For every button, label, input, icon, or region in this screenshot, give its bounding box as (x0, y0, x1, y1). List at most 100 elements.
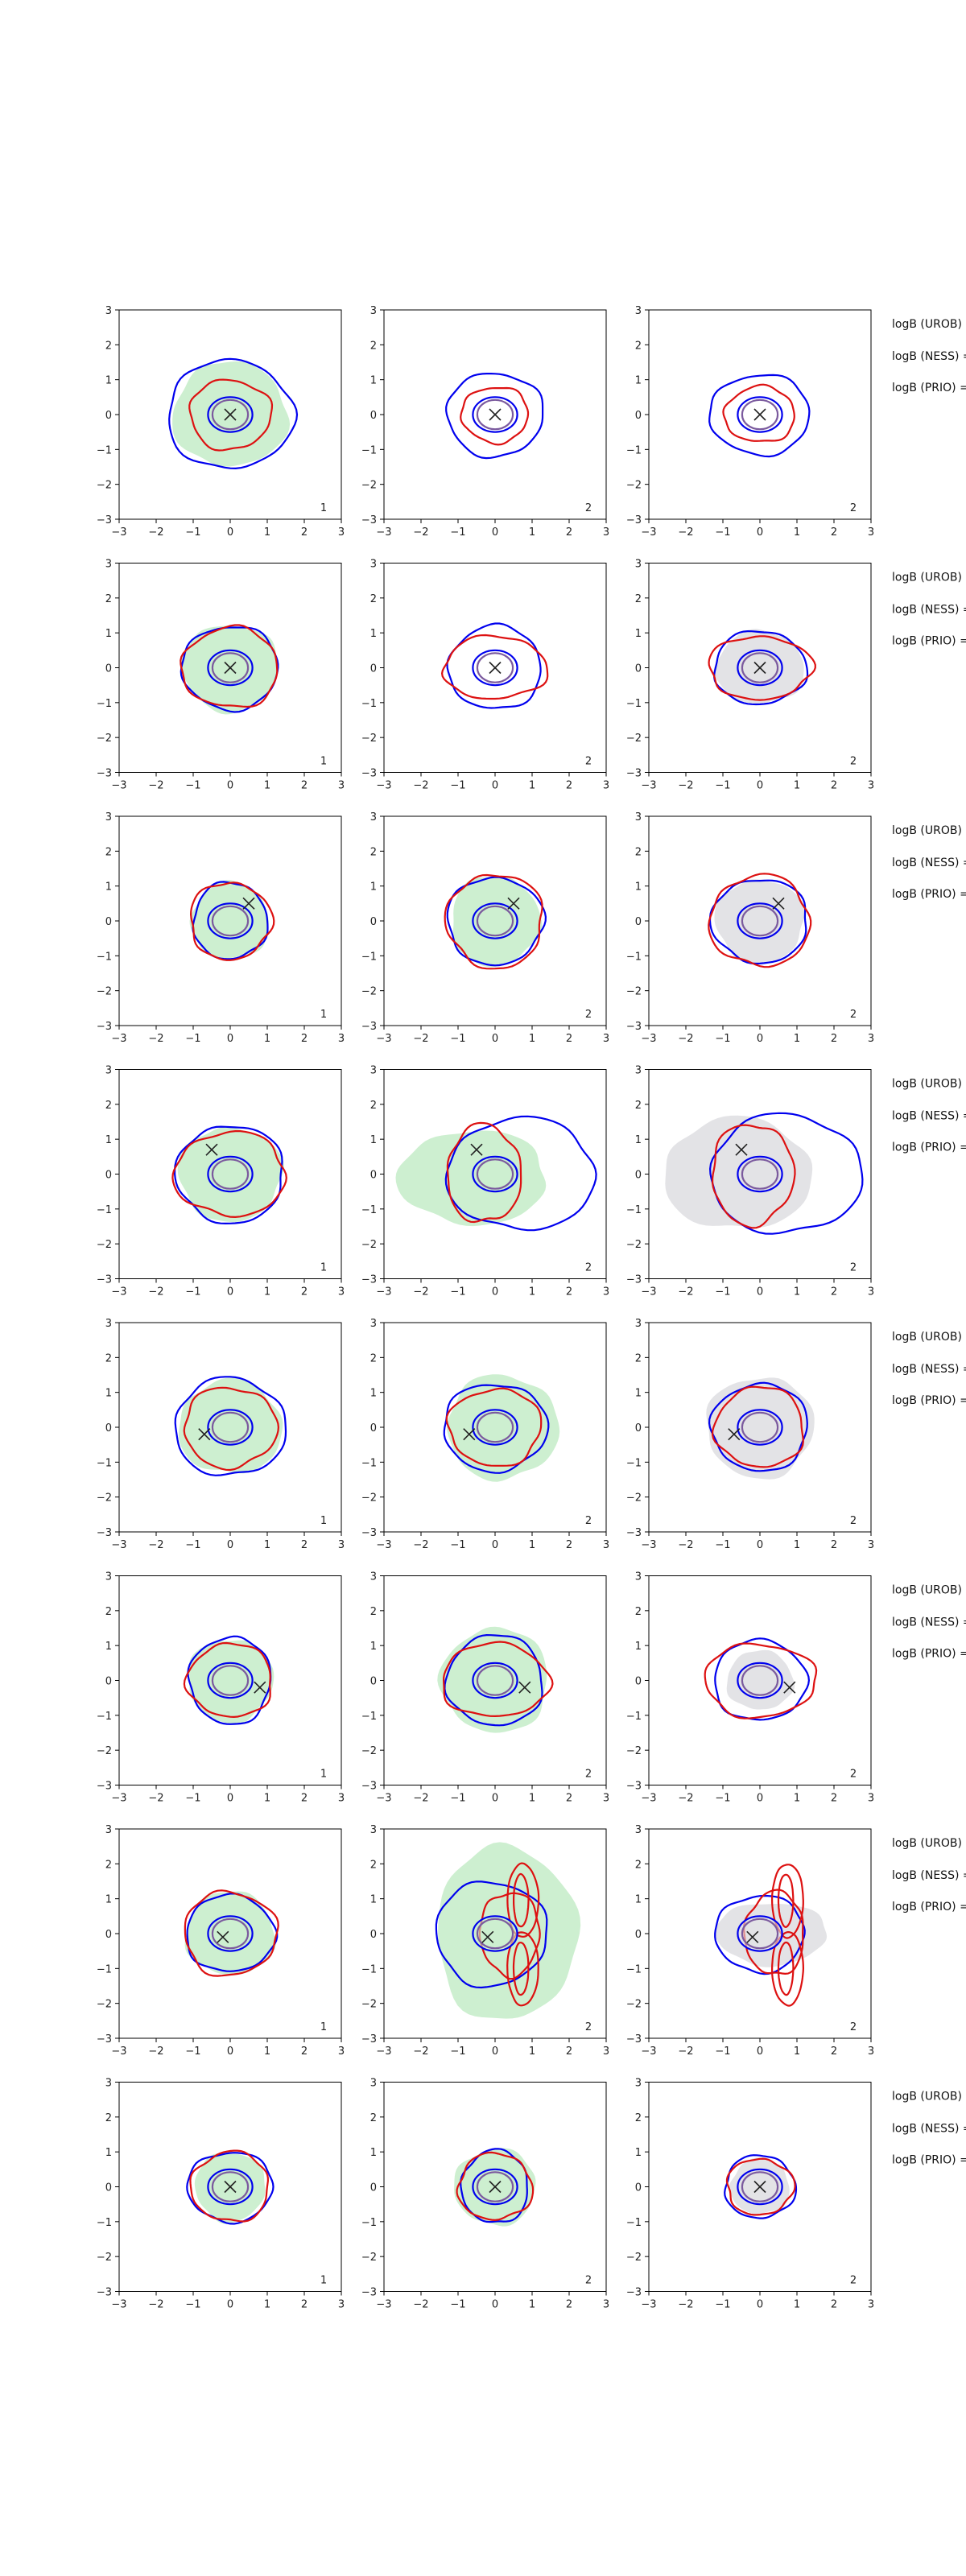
x-tick-label: −3 (111, 2046, 126, 2058)
y-tick-label: −1 (361, 1204, 377, 1216)
x-tick-label: −2 (678, 526, 693, 539)
x-tick-label: −1 (450, 2046, 465, 2058)
red-contour (771, 1931, 805, 2007)
blue-contour (168, 357, 299, 470)
y-tick-label: 2 (105, 593, 112, 605)
y-tick-label: −2 (626, 986, 642, 998)
blue-contour (708, 374, 811, 458)
y-tick-label: 0 (105, 410, 112, 422)
y-tick-label: 3 (105, 1318, 112, 1330)
inner-purple-contour (741, 905, 779, 937)
y-tick-label: 1 (370, 1134, 377, 1146)
red-contour (708, 873, 812, 968)
inner-blue-contour (737, 902, 783, 939)
x-tick-label: 2 (566, 1286, 572, 1298)
true-value-marker (463, 1428, 476, 1441)
x-tick-label: −1 (450, 780, 465, 792)
y-tick-label: −1 (97, 1963, 112, 1975)
x-tick-label: −1 (715, 1539, 730, 1551)
row-side-text: logB (UROB) (892, 318, 962, 331)
true-value-marker (489, 661, 502, 675)
x-tick-label: −1 (185, 526, 200, 539)
true-value-marker (205, 1143, 218, 1156)
x-tick-label: −3 (641, 1286, 656, 1298)
x-tick-label: 3 (868, 1033, 874, 1045)
row-side-text: logB (PRIO) = (892, 1901, 966, 1913)
y-tick-label: −2 (361, 1492, 377, 1505)
panel-corner-label: 2 (585, 1262, 592, 1274)
y-tick-label: 2 (635, 1606, 642, 1618)
x-tick-label: 1 (264, 1793, 270, 1805)
blue-contour (186, 1893, 279, 1972)
x-tick-label: 2 (831, 780, 837, 792)
x-tick-label: 0 (227, 1033, 233, 1045)
row-side-text: logB (UROB) (892, 824, 962, 837)
inner-purple-contour (211, 2171, 250, 2202)
red-contour (460, 386, 530, 446)
y-tick-label: −2 (97, 480, 112, 492)
true-value-marker (224, 2180, 237, 2194)
inner-blue-contour (737, 1662, 783, 1699)
x-tick-label: 2 (301, 2299, 308, 2311)
x-tick-label: −2 (413, 1286, 428, 1298)
x-tick-label: 1 (264, 1539, 270, 1551)
inner-purple-contour (741, 1158, 779, 1190)
x-tick-label: 3 (338, 780, 345, 792)
y-tick-label: 0 (370, 2182, 377, 2194)
y-tick-label: −1 (361, 1963, 377, 1975)
true-value-marker (772, 897, 785, 910)
y-tick-label: 1 (635, 1894, 642, 1906)
y-tick-label: −3 (97, 2287, 112, 2299)
x-tick-label: 2 (566, 780, 572, 792)
y-tick-label: 2 (635, 846, 642, 858)
x-tick-label: 3 (338, 1033, 345, 1045)
x-tick-label: 1 (794, 526, 800, 539)
y-tick-label: 0 (105, 1929, 112, 1941)
x-tick-label: 3 (603, 1539, 609, 1551)
x-tick-label: −3 (111, 1793, 126, 1805)
x-tick-label: −2 (148, 2299, 163, 2311)
y-tick-label: −2 (97, 1492, 112, 1505)
panel-corner-label: 2 (585, 2275, 592, 2287)
y-tick-label: −2 (361, 2252, 377, 2264)
red-contour (712, 1124, 796, 1229)
inner-blue-contour (472, 902, 518, 939)
row-side-text: logB (PRIO) = (892, 1141, 966, 1154)
y-tick-label: −3 (97, 1781, 112, 1793)
x-tick-label: 0 (492, 526, 498, 539)
red-contour (445, 1387, 543, 1467)
true-value-marker (753, 408, 766, 421)
y-tick-label: 0 (635, 1170, 642, 1182)
x-tick-label: 3 (338, 1539, 345, 1551)
row-side-text: logB (NESS) = (892, 1110, 966, 1123)
y-tick-label: −1 (626, 1711, 642, 1723)
inner-purple-contour (211, 1411, 250, 1443)
y-tick-label: 0 (635, 1929, 642, 1941)
x-tick-label: 0 (757, 526, 763, 539)
inner-purple-contour (476, 1918, 514, 1950)
x-tick-label: −1 (185, 1286, 200, 1298)
panel-corner-label: 1 (320, 2021, 327, 2033)
panel-corner-label: 2 (585, 502, 592, 514)
true-value-marker (489, 2180, 502, 2194)
x-tick-label: 1 (529, 1539, 535, 1551)
x-tick-label: −2 (148, 1793, 163, 1805)
y-tick-label: 2 (370, 593, 377, 605)
panel-corner-label: 2 (850, 1769, 857, 1781)
x-tick-label: 1 (794, 1793, 800, 1805)
x-tick-label: 2 (301, 1033, 308, 1045)
inner-purple-contour (476, 1411, 514, 1443)
y-tick-label: 3 (105, 305, 112, 317)
true-value-marker (518, 1681, 531, 1694)
y-tick-label: 2 (635, 340, 642, 352)
y-tick-label: 2 (635, 2112, 642, 2124)
y-tick-label: −3 (361, 1274, 377, 1286)
x-tick-label: −2 (413, 1033, 428, 1045)
x-tick-label: 3 (338, 1793, 345, 1805)
y-tick-label: −1 (97, 2217, 112, 2229)
y-tick-label: 2 (105, 846, 112, 858)
y-tick-label: −3 (626, 514, 642, 526)
red-contour (771, 1864, 804, 1939)
